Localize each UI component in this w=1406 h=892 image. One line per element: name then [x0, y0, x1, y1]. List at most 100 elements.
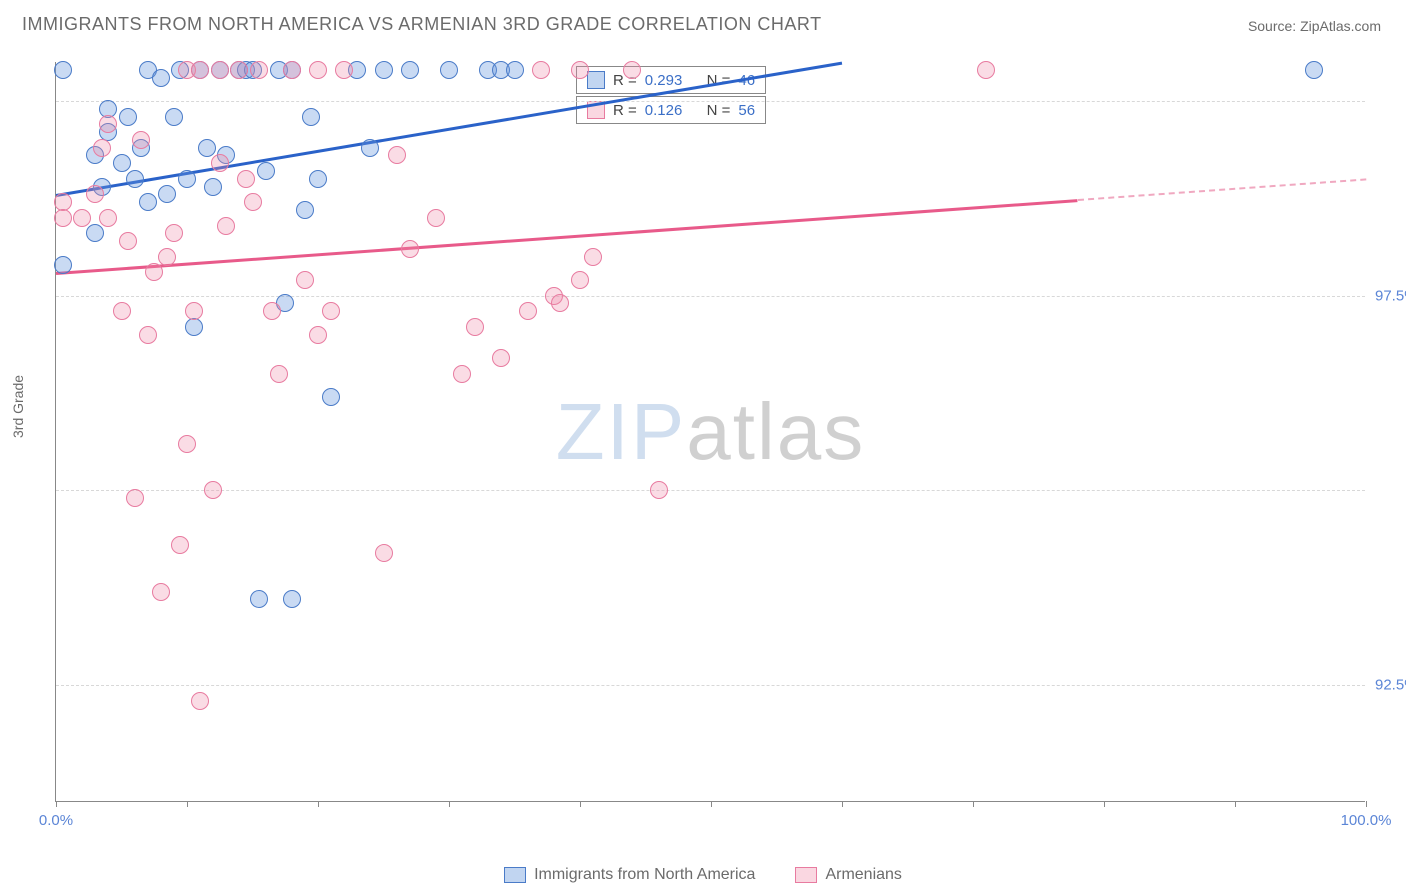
stats-r-blue: 0.293	[645, 72, 683, 89]
x-tick-label: 0.0%	[39, 812, 73, 829]
data-point	[119, 108, 137, 126]
data-point	[322, 302, 340, 320]
legend-label-blue: Immigrants from North America	[534, 866, 755, 884]
gridline-h	[56, 296, 1365, 297]
data-point	[571, 61, 589, 79]
stats-n-label: N =	[707, 102, 731, 119]
y-axis-label: 3rd Grade	[10, 375, 26, 438]
data-point	[86, 224, 104, 242]
watermark-zip: ZIP	[556, 387, 686, 476]
legend-swatch-blue-icon	[504, 867, 526, 883]
data-point	[204, 481, 222, 499]
data-point	[191, 61, 209, 79]
data-point	[178, 435, 196, 453]
data-point	[453, 365, 471, 383]
trend-line	[1078, 179, 1366, 202]
data-point	[139, 326, 157, 344]
data-point	[257, 162, 275, 180]
data-point	[126, 489, 144, 507]
data-point	[375, 61, 393, 79]
data-point	[506, 61, 524, 79]
data-point	[165, 108, 183, 126]
data-point	[296, 201, 314, 219]
data-point	[584, 248, 602, 266]
legend-swatch-pink-icon	[795, 867, 817, 883]
data-point	[532, 61, 550, 79]
watermark: ZIPatlas	[556, 386, 865, 478]
data-point	[283, 590, 301, 608]
data-point	[551, 294, 569, 312]
stats-n-pink: 56	[738, 102, 755, 119]
data-point	[185, 302, 203, 320]
data-point	[139, 193, 157, 211]
data-point	[171, 536, 189, 554]
x-tick	[318, 801, 319, 807]
data-point	[211, 61, 229, 79]
watermark-atlas: atlas	[686, 387, 865, 476]
legend-item-blue: Immigrants from North America	[504, 866, 755, 884]
gridline-h	[56, 101, 1365, 102]
data-point	[54, 61, 72, 79]
x-tick	[1104, 801, 1105, 807]
data-point	[623, 61, 641, 79]
legend: Immigrants from North America Armenians	[0, 866, 1406, 884]
data-point	[283, 61, 301, 79]
gridline-h	[56, 685, 1365, 686]
data-point	[650, 481, 668, 499]
data-point	[492, 349, 510, 367]
data-point	[204, 178, 222, 196]
data-point	[361, 139, 379, 157]
x-tick	[1235, 801, 1236, 807]
data-point	[250, 590, 268, 608]
data-point	[158, 185, 176, 203]
trend-line	[56, 199, 1078, 274]
data-point	[427, 209, 445, 227]
swatch-blue-icon	[587, 71, 605, 89]
data-point	[93, 139, 111, 157]
data-point	[466, 318, 484, 336]
data-point	[198, 139, 216, 157]
data-point	[86, 185, 104, 203]
data-point	[73, 209, 91, 227]
data-point	[113, 302, 131, 320]
data-point	[309, 61, 327, 79]
data-point	[99, 209, 117, 227]
data-point	[263, 302, 281, 320]
data-point	[54, 209, 72, 227]
data-point	[977, 61, 995, 79]
data-point	[375, 544, 393, 562]
data-point	[296, 271, 314, 289]
data-point	[132, 131, 150, 149]
x-tick	[973, 801, 974, 807]
x-tick	[1366, 801, 1367, 807]
data-point	[230, 61, 248, 79]
data-point	[309, 170, 327, 188]
legend-item-pink: Armenians	[795, 866, 901, 884]
x-tick	[56, 801, 57, 807]
data-point	[99, 115, 117, 133]
data-point	[113, 154, 131, 172]
data-point	[191, 692, 209, 710]
data-point	[335, 61, 353, 79]
data-point	[322, 388, 340, 406]
stats-r-label: R =	[613, 102, 637, 119]
data-point	[440, 61, 458, 79]
data-point	[152, 583, 170, 601]
stats-r-pink: 0.126	[645, 102, 683, 119]
data-point	[309, 326, 327, 344]
data-point	[211, 154, 229, 172]
legend-label-pink: Armenians	[825, 866, 901, 884]
data-point	[178, 170, 196, 188]
data-point	[165, 224, 183, 242]
x-tick	[711, 801, 712, 807]
data-point	[152, 69, 170, 87]
data-point	[401, 61, 419, 79]
data-point	[185, 318, 203, 336]
data-point	[519, 302, 537, 320]
y-tick-label: 92.5%	[1375, 677, 1406, 694]
trend-line	[56, 62, 842, 197]
data-point	[244, 193, 262, 211]
data-point	[302, 108, 320, 126]
chart-title: IMMIGRANTS FROM NORTH AMERICA VS ARMENIA…	[22, 14, 822, 35]
data-point	[158, 248, 176, 266]
